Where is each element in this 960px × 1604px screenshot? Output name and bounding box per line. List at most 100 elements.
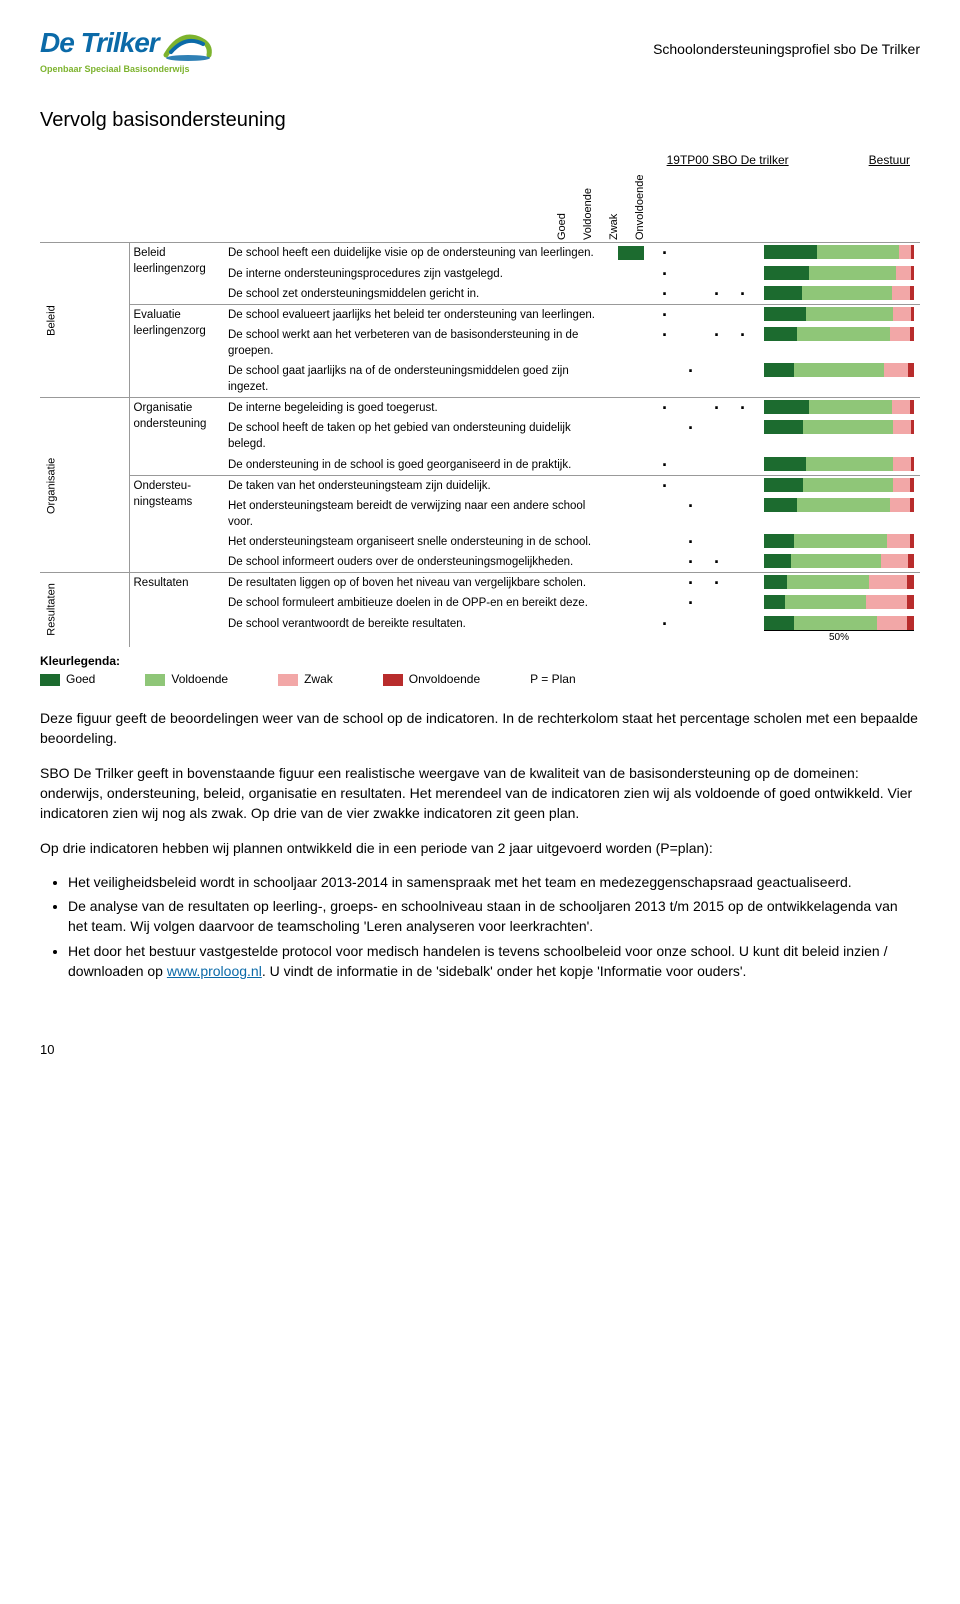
legend-item: Goed <box>40 671 95 688</box>
chart-bar: 50% <box>760 614 920 647</box>
proloog-link[interactable]: www.proloog.nl <box>167 963 262 979</box>
chart-bar <box>760 398 920 419</box>
chart-col-header: Goed <box>555 172 581 242</box>
chart-bar <box>760 573 920 594</box>
chart-score-cell <box>614 475 648 496</box>
chart-dots: · <box>648 475 760 496</box>
chart-dots: · <box>648 496 760 532</box>
chart-dots: ·· <box>648 573 760 594</box>
chart-score-cell <box>614 614 648 647</box>
chart-bar <box>760 532 920 552</box>
chart-indicator: De school gaat jaarlijks na of de onders… <box>224 361 614 398</box>
legend-item: Onvoldoende <box>383 671 480 688</box>
bullet-list: Het veiligheidsbeleid wordt in schooljaa… <box>68 872 920 981</box>
chart-score-cell <box>614 455 648 476</box>
chart-subcat: Resultaten <box>129 573 224 647</box>
chart-score-cell <box>614 325 648 361</box>
page-number: 10 <box>40 1041 920 1059</box>
chart-table: BeleidBeleid leerlingenzorgDe school hee… <box>40 242 920 646</box>
chart-score-cell <box>614 496 648 532</box>
chart-dots: ··· <box>648 284 760 305</box>
legend-swatch <box>278 674 298 686</box>
chart-score-cell <box>614 418 648 454</box>
chart-dots: · <box>648 243 760 264</box>
chart-bar <box>760 243 920 264</box>
paragraph-3: Op drie indicatoren hebben wij plannen o… <box>40 838 920 858</box>
chart-dots: · <box>648 593 760 613</box>
chart-indicator: De school heeft een duidelijke visie op … <box>224 243 614 264</box>
chart-score-cell <box>614 573 648 594</box>
chart-dots: · <box>648 418 760 454</box>
logo-swirl-icon <box>161 20 216 65</box>
chart-indicator: De school heeft de taken op het gebied v… <box>224 418 614 454</box>
chart-indicator: De school formuleert ambitieuze doelen i… <box>224 593 614 613</box>
logo: De Trilker Openbaar Speciaal Basisonderw… <box>40 20 216 76</box>
chart-indicator: De resultaten liggen op of boven het niv… <box>224 573 614 594</box>
chart-score-cell <box>614 552 648 573</box>
chart-dots: · <box>648 264 760 284</box>
chart-score-cell <box>614 304 648 325</box>
chart-score-cell <box>614 398 648 419</box>
chart-subcat: Beleid leerlingenzorg <box>129 243 224 304</box>
chart-score-cell <box>614 361 648 398</box>
section-title: Vervolg basisondersteuning <box>40 106 920 134</box>
bullet-item: De analyse van de resultaten op leerling… <box>68 896 920 937</box>
chart-fifty-label: 50% <box>764 630 914 645</box>
body-text: Deze figuur geeft de beoordelingen weer … <box>40 708 920 981</box>
paragraph-2: SBO De Trilker geeft in bovenstaande fig… <box>40 763 920 824</box>
chart: 19TP00 SBO De trilker Bestuur GoedVoldoe… <box>40 152 920 647</box>
legend-swatch <box>40 674 60 686</box>
chart-indicator: De school informeert ouders over de onde… <box>224 552 614 573</box>
chart-score-cell <box>614 593 648 613</box>
legend-item: Zwak <box>278 671 333 688</box>
chart-bar <box>760 475 920 496</box>
legend-swatch <box>383 674 403 686</box>
legend-label: Zwak <box>304 671 333 688</box>
chart-dots: ··· <box>648 398 760 419</box>
chart-bar <box>760 496 920 532</box>
chart-indicator: De taken van het ondersteuningsteam zijn… <box>224 475 614 496</box>
chart-bar <box>760 455 920 476</box>
legend-label: Voldoende <box>171 671 228 688</box>
bullet-item: Het door het bestuur vastgestelde protoc… <box>68 941 920 982</box>
chart-dots: ·· <box>648 552 760 573</box>
chart-indicator: Het ondersteuningsteam bereidt de verwij… <box>224 496 614 532</box>
chart-score-cell <box>614 532 648 552</box>
chart-indicator: De school evalueert jaarlijks het beleid… <box>224 304 614 325</box>
legend-label: Goed <box>66 671 95 688</box>
chart-dots: · <box>648 532 760 552</box>
chart-bar <box>760 304 920 325</box>
chart-col-header: Zwak <box>607 172 633 242</box>
chart-domain: Organisatie <box>40 398 129 573</box>
chart-dots: · <box>648 361 760 398</box>
legend: Kleurlegenda: Goed Voldoende Zwak Onvoldoen… <box>40 653 920 689</box>
chart-bar <box>760 264 920 284</box>
chart-dots: · <box>648 455 760 476</box>
chart-domain: Beleid <box>40 243 129 398</box>
chart-col-header: Onvoldoende <box>633 172 659 242</box>
chart-subcat: Organisatie ondersteuning <box>129 398 224 475</box>
chart-col-headers: GoedVoldoendeZwakOnvoldoende <box>40 172 920 242</box>
chart-indicator: De school zet ondersteuningsmiddelen ger… <box>224 284 614 305</box>
chart-col-header: Voldoende <box>581 172 607 242</box>
chart-subcat: Ondersteu-ningsteams <box>129 475 224 573</box>
chart-school-label: 19TP00 SBO De trilker <box>667 152 789 169</box>
legend-title: Kleurlegenda: <box>40 653 920 670</box>
logo-tagline: Openbaar Speciaal Basisonderwijs <box>40 63 216 76</box>
chart-bar <box>760 361 920 398</box>
bullet-item: Het veiligheidsbeleid wordt in schooljaa… <box>68 872 920 892</box>
chart-bestuur-label: Bestuur <box>869 152 910 169</box>
logo-name: De Trilker <box>40 23 159 62</box>
chart-indicator: De interne begeleiding is goed toegerust… <box>224 398 614 419</box>
legend-swatch <box>145 674 165 686</box>
legend-label: Onvoldoende <box>409 671 480 688</box>
chart-bar <box>760 418 920 454</box>
chart-domain: Resultaten <box>40 573 129 647</box>
header-caption: Schoolondersteuningsprofiel sbo De Trilk… <box>653 40 920 60</box>
chart-indicator: De school verantwoordt de bereikte resul… <box>224 614 614 647</box>
chart-indicator: Het ondersteuningsteam organiseert snell… <box>224 532 614 552</box>
paragraph-1: Deze figuur geeft de beoordelingen weer … <box>40 708 920 749</box>
chart-bar <box>760 552 920 573</box>
chart-score-cell <box>614 243 648 264</box>
legend-item: Voldoende <box>145 671 228 688</box>
